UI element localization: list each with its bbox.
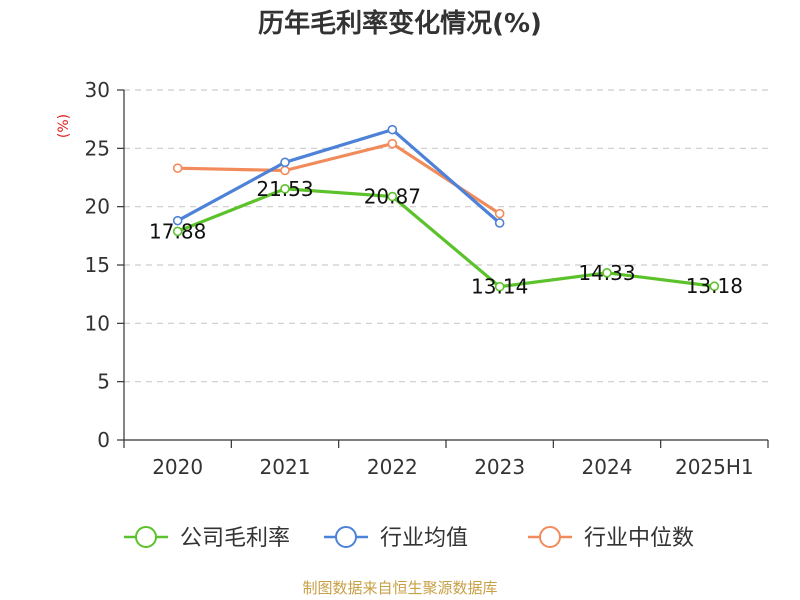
- x-tick-label: 2022: [367, 455, 418, 479]
- x-tick-label: 2021: [260, 455, 311, 479]
- series-line-2: [177, 142, 501, 216]
- x-tick-label: 2024: [582, 455, 633, 479]
- data-point: [494, 218, 505, 228]
- x-tick-label: 2025H1: [675, 455, 754, 479]
- data-point: [494, 208, 505, 219]
- data-label: 17.88: [149, 219, 206, 243]
- data-point: [172, 215, 183, 226]
- chart-title: 历年毛利率变化情况(%): [258, 9, 542, 39]
- series-line-1: [176, 128, 501, 225]
- data-labels: 17.88 21.53 20.87 13.14 14.33 13.18: [149, 177, 743, 299]
- data-point: [280, 157, 290, 168]
- grid-lines: [124, 89, 768, 383]
- data-point: [494, 281, 505, 292]
- data-point: [709, 281, 720, 292]
- data-point: [172, 163, 183, 173]
- data-point: [387, 124, 398, 135]
- y-axis-unit-label: (%): [56, 114, 72, 138]
- y-tick-label: 25: [85, 136, 110, 160]
- legend-swatch-marker[interactable]: [135, 526, 157, 548]
- legend-label[interactable]: 公司毛利率: [180, 526, 290, 551]
- y-tick-label: 0: [97, 428, 110, 452]
- data-label: 13.14: [471, 275, 528, 299]
- y-tick-label: 15: [85, 253, 110, 277]
- data-point: [280, 165, 290, 176]
- data-point: [387, 191, 398, 202]
- legend-label[interactable]: 行业中位数: [584, 526, 694, 551]
- data-point: [172, 226, 183, 237]
- legend-label[interactable]: 行业均值: [380, 526, 468, 551]
- data-label: 21.53: [256, 177, 313, 201]
- x-tick-label: 2023: [474, 455, 525, 479]
- y-tick-label: 20: [85, 195, 110, 219]
- legend[interactable]: 公司毛利率 行业均值 行业中位数: [124, 526, 694, 551]
- series-line-0: [177, 187, 715, 289]
- y-tick-label: 30: [85, 78, 110, 102]
- x-tick-label: 2020: [152, 455, 203, 479]
- data-point: [387, 138, 398, 149]
- data-point: [602, 268, 612, 278]
- legend-swatch-marker[interactable]: [335, 526, 357, 548]
- source-note: 制图数据来自恒生聚源数据库: [302, 579, 498, 597]
- data-label: 13.18: [686, 274, 743, 298]
- legend-swatch-marker[interactable]: [539, 526, 561, 548]
- data-label: 14.33: [578, 261, 635, 285]
- axes: 0 5 10 15 20 25 30 2020 2021 2022 2023 2024 2025H1 (%…: [56, 78, 769, 479]
- y-tick-label: 10: [85, 311, 110, 335]
- data-label: 20.87: [364, 185, 421, 209]
- series-group: [172, 124, 720, 292]
- data-point: [280, 184, 290, 194]
- y-tick-label: 5: [97, 370, 110, 394]
